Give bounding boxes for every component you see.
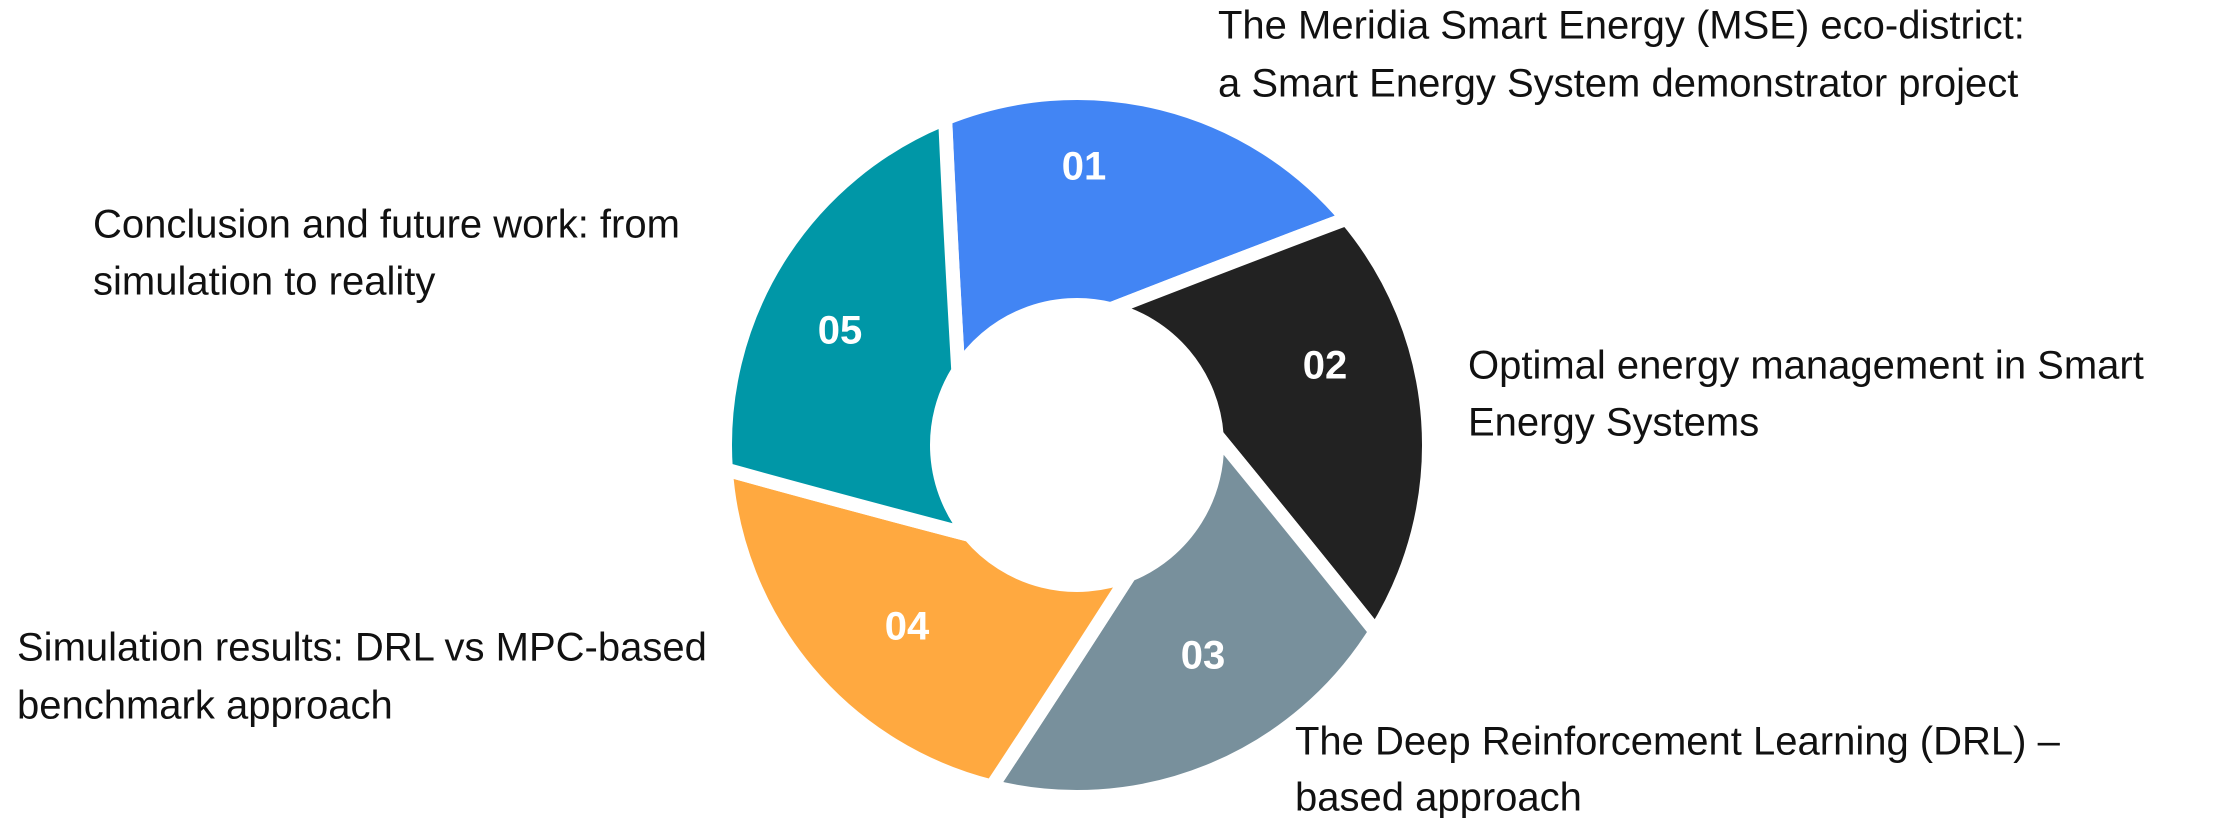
segment-label: simulation to reality	[93, 260, 435, 304]
segment-number: 03	[1181, 634, 1226, 678]
segment-label: Optimal energy management in Smart	[1468, 344, 2144, 388]
segment-label: benchmark approach	[17, 684, 393, 728]
segment	[718, 111, 977, 542]
segment-label: The Deep Reinforcement Learning (DRL) –	[1295, 720, 2061, 764]
segment-number: 04	[885, 605, 930, 649]
segment-number: 02	[1303, 344, 1348, 388]
segment-label: a Smart Energy System demonstrator proje…	[1218, 62, 2018, 106]
segment-label: Simulation results: DRL vs MPC-based	[17, 626, 707, 670]
segment-label: The Meridia Smart Energy (MSE) eco-distr…	[1218, 4, 2025, 48]
segment-label: Conclusion and future work: from	[93, 203, 680, 247]
segment-label: based approach	[1295, 776, 1582, 818]
segment-label: Energy Systems	[1468, 401, 1759, 445]
segment-number: 01	[1062, 145, 1107, 189]
segment-number: 05	[818, 309, 863, 353]
